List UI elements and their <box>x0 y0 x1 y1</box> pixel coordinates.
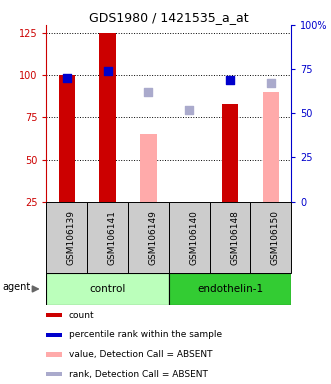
Point <box>146 89 151 95</box>
Point <box>64 75 70 81</box>
Bar <box>46 352 62 357</box>
Bar <box>46 313 62 317</box>
Bar <box>169 202 210 273</box>
Text: value, Detection Call = ABSENT: value, Detection Call = ABSENT <box>69 350 213 359</box>
Point <box>268 80 273 86</box>
Bar <box>263 92 279 202</box>
Text: GSM106148: GSM106148 <box>230 210 239 265</box>
Bar <box>128 202 169 273</box>
Text: GSM106149: GSM106149 <box>148 210 158 265</box>
Bar <box>140 134 157 202</box>
Point <box>227 77 233 83</box>
Text: endothelin-1: endothelin-1 <box>197 284 263 294</box>
Text: GSM106140: GSM106140 <box>189 210 198 265</box>
Bar <box>87 202 128 273</box>
Point <box>105 68 110 74</box>
Bar <box>169 273 291 305</box>
Bar <box>46 273 169 305</box>
Bar <box>46 333 62 337</box>
Text: percentile rank within the sample: percentile rank within the sample <box>69 330 222 339</box>
Text: count: count <box>69 311 94 319</box>
Text: rank, Detection Call = ABSENT: rank, Detection Call = ABSENT <box>69 370 208 379</box>
Bar <box>181 202 197 210</box>
Bar <box>59 75 75 202</box>
Text: control: control <box>89 284 126 294</box>
Text: GSM106150: GSM106150 <box>271 210 280 265</box>
Point <box>187 107 192 113</box>
Bar <box>46 202 87 273</box>
Text: GSM106139: GSM106139 <box>67 210 76 265</box>
Text: GSM106141: GSM106141 <box>108 210 117 265</box>
Text: agent: agent <box>2 282 30 292</box>
Bar <box>46 372 62 376</box>
Title: GDS1980 / 1421535_a_at: GDS1980 / 1421535_a_at <box>89 11 249 24</box>
Bar <box>251 202 291 273</box>
Bar <box>210 202 251 273</box>
Bar <box>222 104 238 202</box>
Bar <box>99 33 116 202</box>
